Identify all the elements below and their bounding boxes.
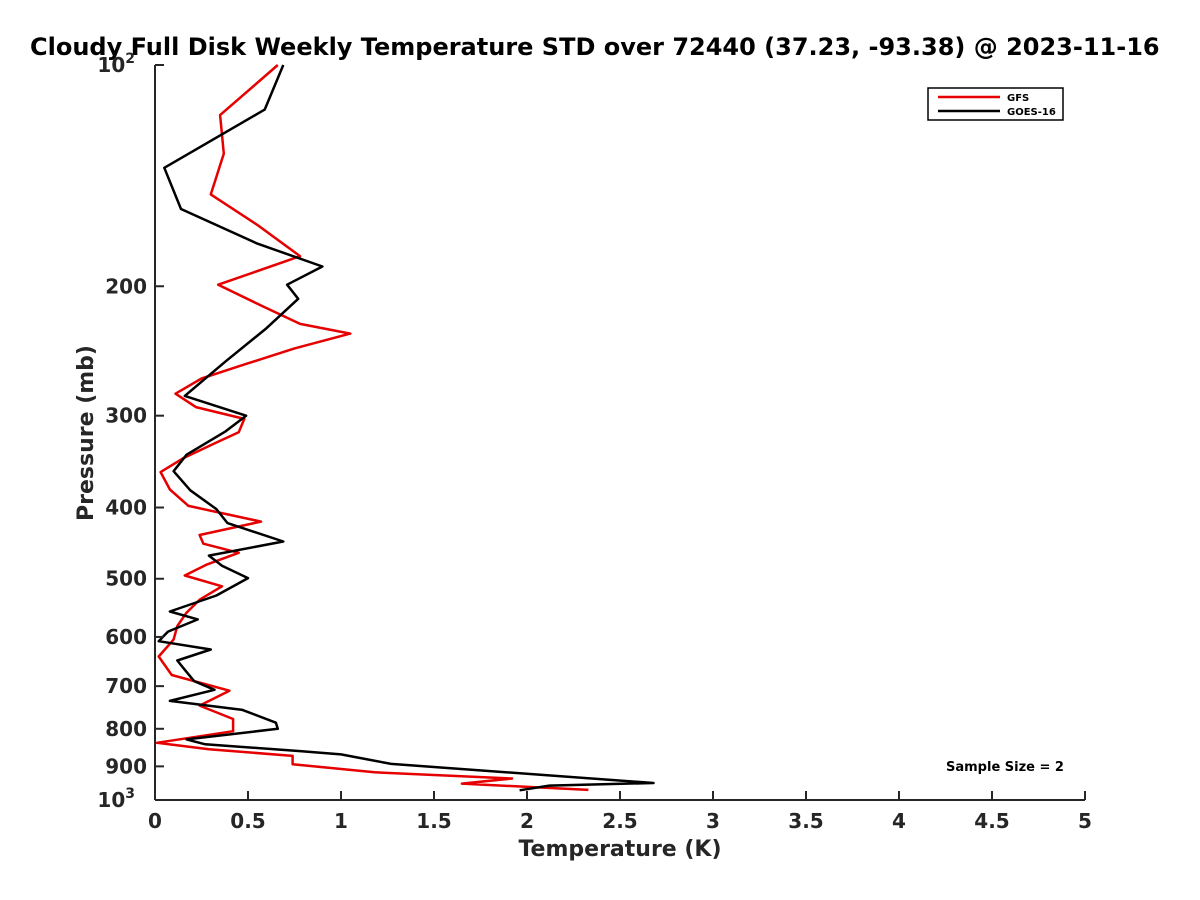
- legend: GFS GOES-16: [927, 87, 1064, 121]
- series-layer: [155, 64, 655, 792]
- series-line-gfs: [155, 64, 589, 792]
- y-tick-label: 700: [105, 674, 147, 698]
- x-tick-label: 0: [148, 809, 162, 833]
- series-line-goes-16: [157, 64, 655, 792]
- x-tick-label: 2.5: [602, 809, 637, 833]
- y-tick-label: 400: [105, 496, 147, 520]
- x-tick-label: 1: [334, 809, 348, 833]
- y-ticks: 102 200 300 400 500 600 700 800 900 103: [97, 51, 164, 812]
- y-tick-label: 200: [105, 274, 147, 298]
- y-tick-label: 102: [97, 51, 135, 77]
- x-axis-title: Temperature (K): [518, 837, 721, 862]
- y-tick-label: 900: [105, 754, 147, 778]
- x-tick-label: 0.5: [230, 809, 265, 833]
- x-tick-label: 4.5: [974, 809, 1009, 833]
- axes: [154, 65, 1085, 801]
- legend-label-gfs: GFS: [1007, 93, 1029, 104]
- y-tick-label: 103: [97, 786, 135, 812]
- y-tick-label: 500: [105, 567, 147, 591]
- x-tick-label: 4: [892, 809, 906, 833]
- legend-label-goes-16: GOES-16: [1007, 107, 1056, 118]
- y-tick-label: 600: [105, 625, 147, 649]
- y-tick-label: 800: [105, 717, 147, 741]
- x-tick-label: 3: [706, 809, 720, 833]
- sample-size-annotation: Sample Size = 2: [946, 760, 1064, 775]
- legend-box: [927, 87, 1064, 121]
- x-tick-label: 1.5: [416, 809, 451, 833]
- y-axis-title: Pressure (mb): [74, 345, 99, 521]
- x-tick-label: 3.5: [788, 809, 823, 833]
- x-tick-label: 2: [520, 809, 534, 833]
- y-tick-label: 300: [105, 404, 147, 428]
- x-ticks: 0 0.5 1 1.5 2 2.5 3 3.5 4 4.5 5: [148, 791, 1092, 833]
- x-tick-label: 5: [1078, 809, 1092, 833]
- chart-title: Cloudy Full Disk Weekly Temperature STD …: [30, 33, 1160, 61]
